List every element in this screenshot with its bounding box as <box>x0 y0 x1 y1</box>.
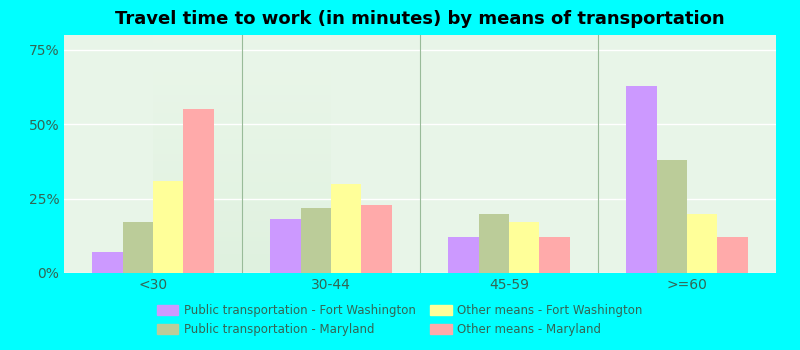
Bar <box>270 219 301 273</box>
Title: Travel time to work (in minutes) by means of transportation: Travel time to work (in minutes) by mean… <box>115 10 725 28</box>
Bar <box>153 181 183 273</box>
Bar <box>449 237 478 273</box>
Bar <box>301 208 331 273</box>
Legend: Public transportation - Fort Washington, Public transportation - Maryland, Other: Public transportation - Fort Washington,… <box>153 299 647 341</box>
Bar <box>183 109 214 273</box>
Bar <box>93 252 122 273</box>
Bar <box>657 160 687 273</box>
Bar <box>539 237 570 273</box>
Bar <box>718 237 747 273</box>
Bar <box>687 214 718 273</box>
Bar <box>331 184 362 273</box>
Bar <box>362 204 391 273</box>
Bar <box>626 85 657 273</box>
Bar <box>122 223 153 273</box>
Bar <box>509 223 539 273</box>
Bar <box>478 214 509 273</box>
